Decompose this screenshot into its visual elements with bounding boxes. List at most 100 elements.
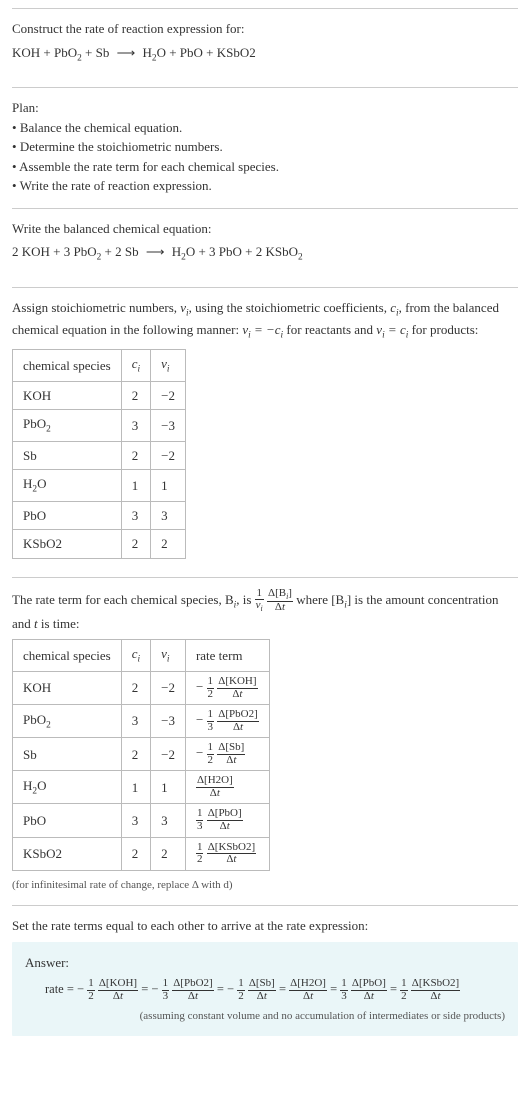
balanced-section: Write the balanced chemical equation: 2 … — [12, 208, 518, 287]
table-row: KOH2−2 — [13, 381, 186, 410]
answer-label: Answer: — [25, 953, 505, 973]
rateterm-section: The rate term for each chemical species,… — [12, 577, 518, 905]
c-i: ci — [390, 300, 398, 315]
cell-nu: −2 — [151, 441, 186, 470]
rateterm-text: The rate term for each chemical species,… — [12, 588, 518, 634]
assign-text-d: for reactants and — [283, 322, 376, 337]
assign-section: Assign stoichiometric numbers, νi , using… — [12, 287, 518, 577]
rel-reactants: νi = −ci — [242, 322, 283, 337]
cell-c: 2 — [121, 738, 150, 771]
col-ci: ci — [121, 350, 150, 382]
cell-nu: −3 — [151, 410, 186, 442]
cell-rate: − 13 Δ[PbO2]Δt — [185, 705, 269, 738]
plan-section: Plan: • Balance the chemical equation. •… — [12, 87, 518, 208]
cell-species: PbO2 — [13, 410, 122, 442]
plan-item-text: Balance the chemical equation. — [20, 120, 182, 135]
cell-nu: −2 — [151, 381, 186, 410]
cell-c: 3 — [121, 410, 150, 442]
table-row: Sb2−2− 12 Δ[Sb]Δt — [13, 738, 270, 771]
table-row: KSbO22212 Δ[KSbO2]Δt — [13, 837, 270, 870]
unbalanced-equation: KOH + PbO2 + Sb ⟶ H2O + PbO + KSbO2 — [12, 43, 518, 66]
cell-nu: −3 — [151, 705, 186, 738]
unbalanced-rhs: H2O + PbO + KSbO2 — [143, 45, 256, 60]
cell-c: 3 — [121, 804, 150, 837]
cell-rate: 13 Δ[PbO]Δt — [185, 804, 269, 837]
table-row: PbO23−3− 13 Δ[PbO2]Δt — [13, 705, 270, 738]
final-section: Set the rate terms equal to each other t… — [12, 905, 518, 1048]
cell-rate: Δ[H2O]Δt — [185, 771, 269, 804]
cell-species: KOH — [13, 672, 122, 705]
assign-text-e: for products: — [408, 322, 478, 337]
plan-heading: Plan: — [12, 98, 518, 118]
rate-label: rate — [45, 982, 64, 996]
plan-item: • Determine the stoichiometric numbers. — [12, 137, 518, 157]
table-row: PbO23−3 — [13, 410, 186, 442]
assign-text-a: Assign stoichiometric numbers, — [12, 300, 180, 315]
cell-species: H2O — [13, 771, 122, 804]
cell-rate: 12 Δ[KSbO2]Δt — [185, 837, 269, 870]
rateterm-text-d: is time: — [38, 616, 80, 631]
balanced-heading: Write the balanced chemical equation: — [12, 219, 518, 239]
table-row: H2O11Δ[H2O]Δt — [13, 771, 270, 804]
table-header-row: chemical species ci νi — [13, 350, 186, 382]
cell-nu: −2 — [151, 738, 186, 771]
dBi-dt: Δ[Bi]Δt — [267, 588, 293, 614]
cell-species: PbO — [13, 501, 122, 530]
plan-item-text: Write the rate of reaction expression. — [20, 178, 212, 193]
table-row: KOH2−2− 12 Δ[KOH]Δt — [13, 672, 270, 705]
cell-species: KSbO2 — [13, 837, 122, 870]
cell-species: PbO — [13, 804, 122, 837]
construct-label: Construct the rate of reaction expressio… — [12, 19, 518, 39]
final-heading: Set the rate terms equal to each other t… — [12, 916, 518, 936]
balanced-rhs: H2O + 3 PbO + 2 KSbO2 — [172, 244, 303, 259]
col-rate: rate term — [185, 640, 269, 672]
col-nui: νi — [151, 640, 186, 672]
cell-nu: 3 — [151, 804, 186, 837]
col-ci: ci — [121, 640, 150, 672]
table-row: H2O11 — [13, 470, 186, 502]
table-row: KSbO222 — [13, 530, 186, 559]
table-row: PbO3313 Δ[PbO]Δt — [13, 804, 270, 837]
table-header-row: chemical species ci νi rate term — [13, 640, 270, 672]
rel-products: νi = ci — [376, 322, 408, 337]
cell-rate: − 12 Δ[Sb]Δt — [185, 738, 269, 771]
B-i: Bi — [225, 592, 236, 607]
rateterm-text-b: , is — [236, 592, 254, 607]
plan-item: • Write the rate of reaction expression. — [12, 176, 518, 196]
cell-rate: − 12 Δ[KOH]Δt — [185, 672, 269, 705]
delta-note: (for infinitesimal rate of change, repla… — [12, 877, 518, 894]
table-row: PbO33 — [13, 501, 186, 530]
intro-section: Construct the rate of reaction expressio… — [12, 8, 518, 87]
cell-nu: 1 — [151, 771, 186, 804]
cell-c: 1 — [121, 771, 150, 804]
stoich-table: chemical species ci νi KOH2−2 PbO23−3 Sb… — [12, 349, 186, 559]
cell-species: Sb — [13, 441, 122, 470]
cell-species: H2O — [13, 470, 122, 502]
cell-species: KOH — [13, 381, 122, 410]
cell-c: 2 — [121, 672, 150, 705]
plan-item-text: Assemble the rate term for each chemical… — [19, 159, 279, 174]
rate-table: chemical species ci νi rate term KOH2−2−… — [12, 639, 270, 870]
col-nui: νi — [151, 350, 186, 382]
col-species: chemical species — [13, 640, 122, 672]
assign-text-b: , using the stoichiometric coefficients, — [189, 300, 391, 315]
cell-nu: 2 — [151, 837, 186, 870]
unbalanced-lhs: KOH + PbO2 + Sb — [12, 45, 109, 60]
cell-c: 3 — [121, 705, 150, 738]
cell-c: 2 — [121, 837, 150, 870]
answer-box: Answer: rate = − 12 Δ[KOH]Δt = − 13 Δ[Pb… — [12, 942, 518, 1036]
cell-c: 1 — [121, 470, 150, 502]
arrow-icon: ⟶ — [113, 43, 140, 63]
assign-text: Assign stoichiometric numbers, νi, using… — [12, 298, 518, 343]
answer-expression: rate = − 12 Δ[KOH]Δt = − 13 Δ[PbO2]Δt = … — [45, 978, 505, 1002]
plan-item-text: Determine the stoichiometric numbers. — [20, 139, 223, 154]
assumption-note: (assuming constant volume and no accumul… — [25, 1008, 505, 1025]
cell-c: 2 — [121, 530, 150, 559]
cell-c: 2 — [121, 441, 150, 470]
cell-c: 3 — [121, 501, 150, 530]
one-over-nu: 1νi — [255, 588, 264, 614]
cell-nu: 1 — [151, 470, 186, 502]
cell-c: 2 — [121, 381, 150, 410]
plan-item: • Assemble the rate term for each chemic… — [12, 157, 518, 177]
balanced-equation: 2 KOH + 3 PbO2 + 2 Sb ⟶ H2O + 3 PbO + 2 … — [12, 242, 518, 265]
